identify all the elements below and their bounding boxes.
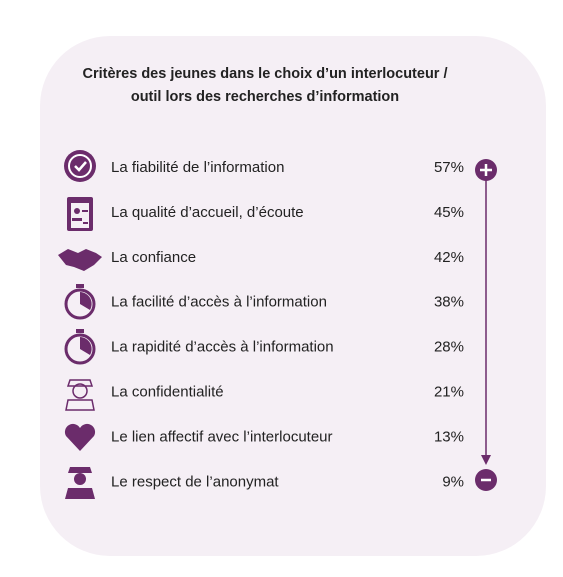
- panel: [40, 36, 546, 556]
- criterion-label: Le respect de l’anonymat: [111, 473, 279, 490]
- criterion-value: 42%: [434, 249, 464, 266]
- criterion-label: La rapidité d’accès à l’information: [111, 339, 334, 356]
- criterion-value: 57%: [434, 159, 464, 176]
- criterion-value: 21%: [434, 383, 464, 400]
- scale-arrow: [475, 159, 497, 491]
- criterion-label: La confiance: [111, 249, 196, 266]
- criterion-label: La confidentialité: [111, 383, 224, 400]
- criterion-label: Le lien affectif avec l’interlocuteur: [111, 428, 333, 445]
- title-line: outil lors des recherches d’information: [131, 89, 399, 105]
- title-line: Critères des jeunes dans le choix d’un i…: [82, 66, 447, 82]
- criterion-value: 38%: [434, 294, 464, 311]
- criterion-value: 45%: [434, 204, 464, 221]
- criterion-label: La facilité d’accès à l’information: [111, 294, 327, 311]
- icons: [58, 150, 102, 499]
- criterion-value: 9%: [442, 473, 464, 490]
- criterion-value: 28%: [434, 339, 464, 356]
- criterion-label: La qualité d’accueil, d’écoute: [111, 204, 304, 221]
- criterion-label: La fiabilité de l’information: [111, 159, 284, 176]
- criterion-value: 13%: [434, 428, 464, 445]
